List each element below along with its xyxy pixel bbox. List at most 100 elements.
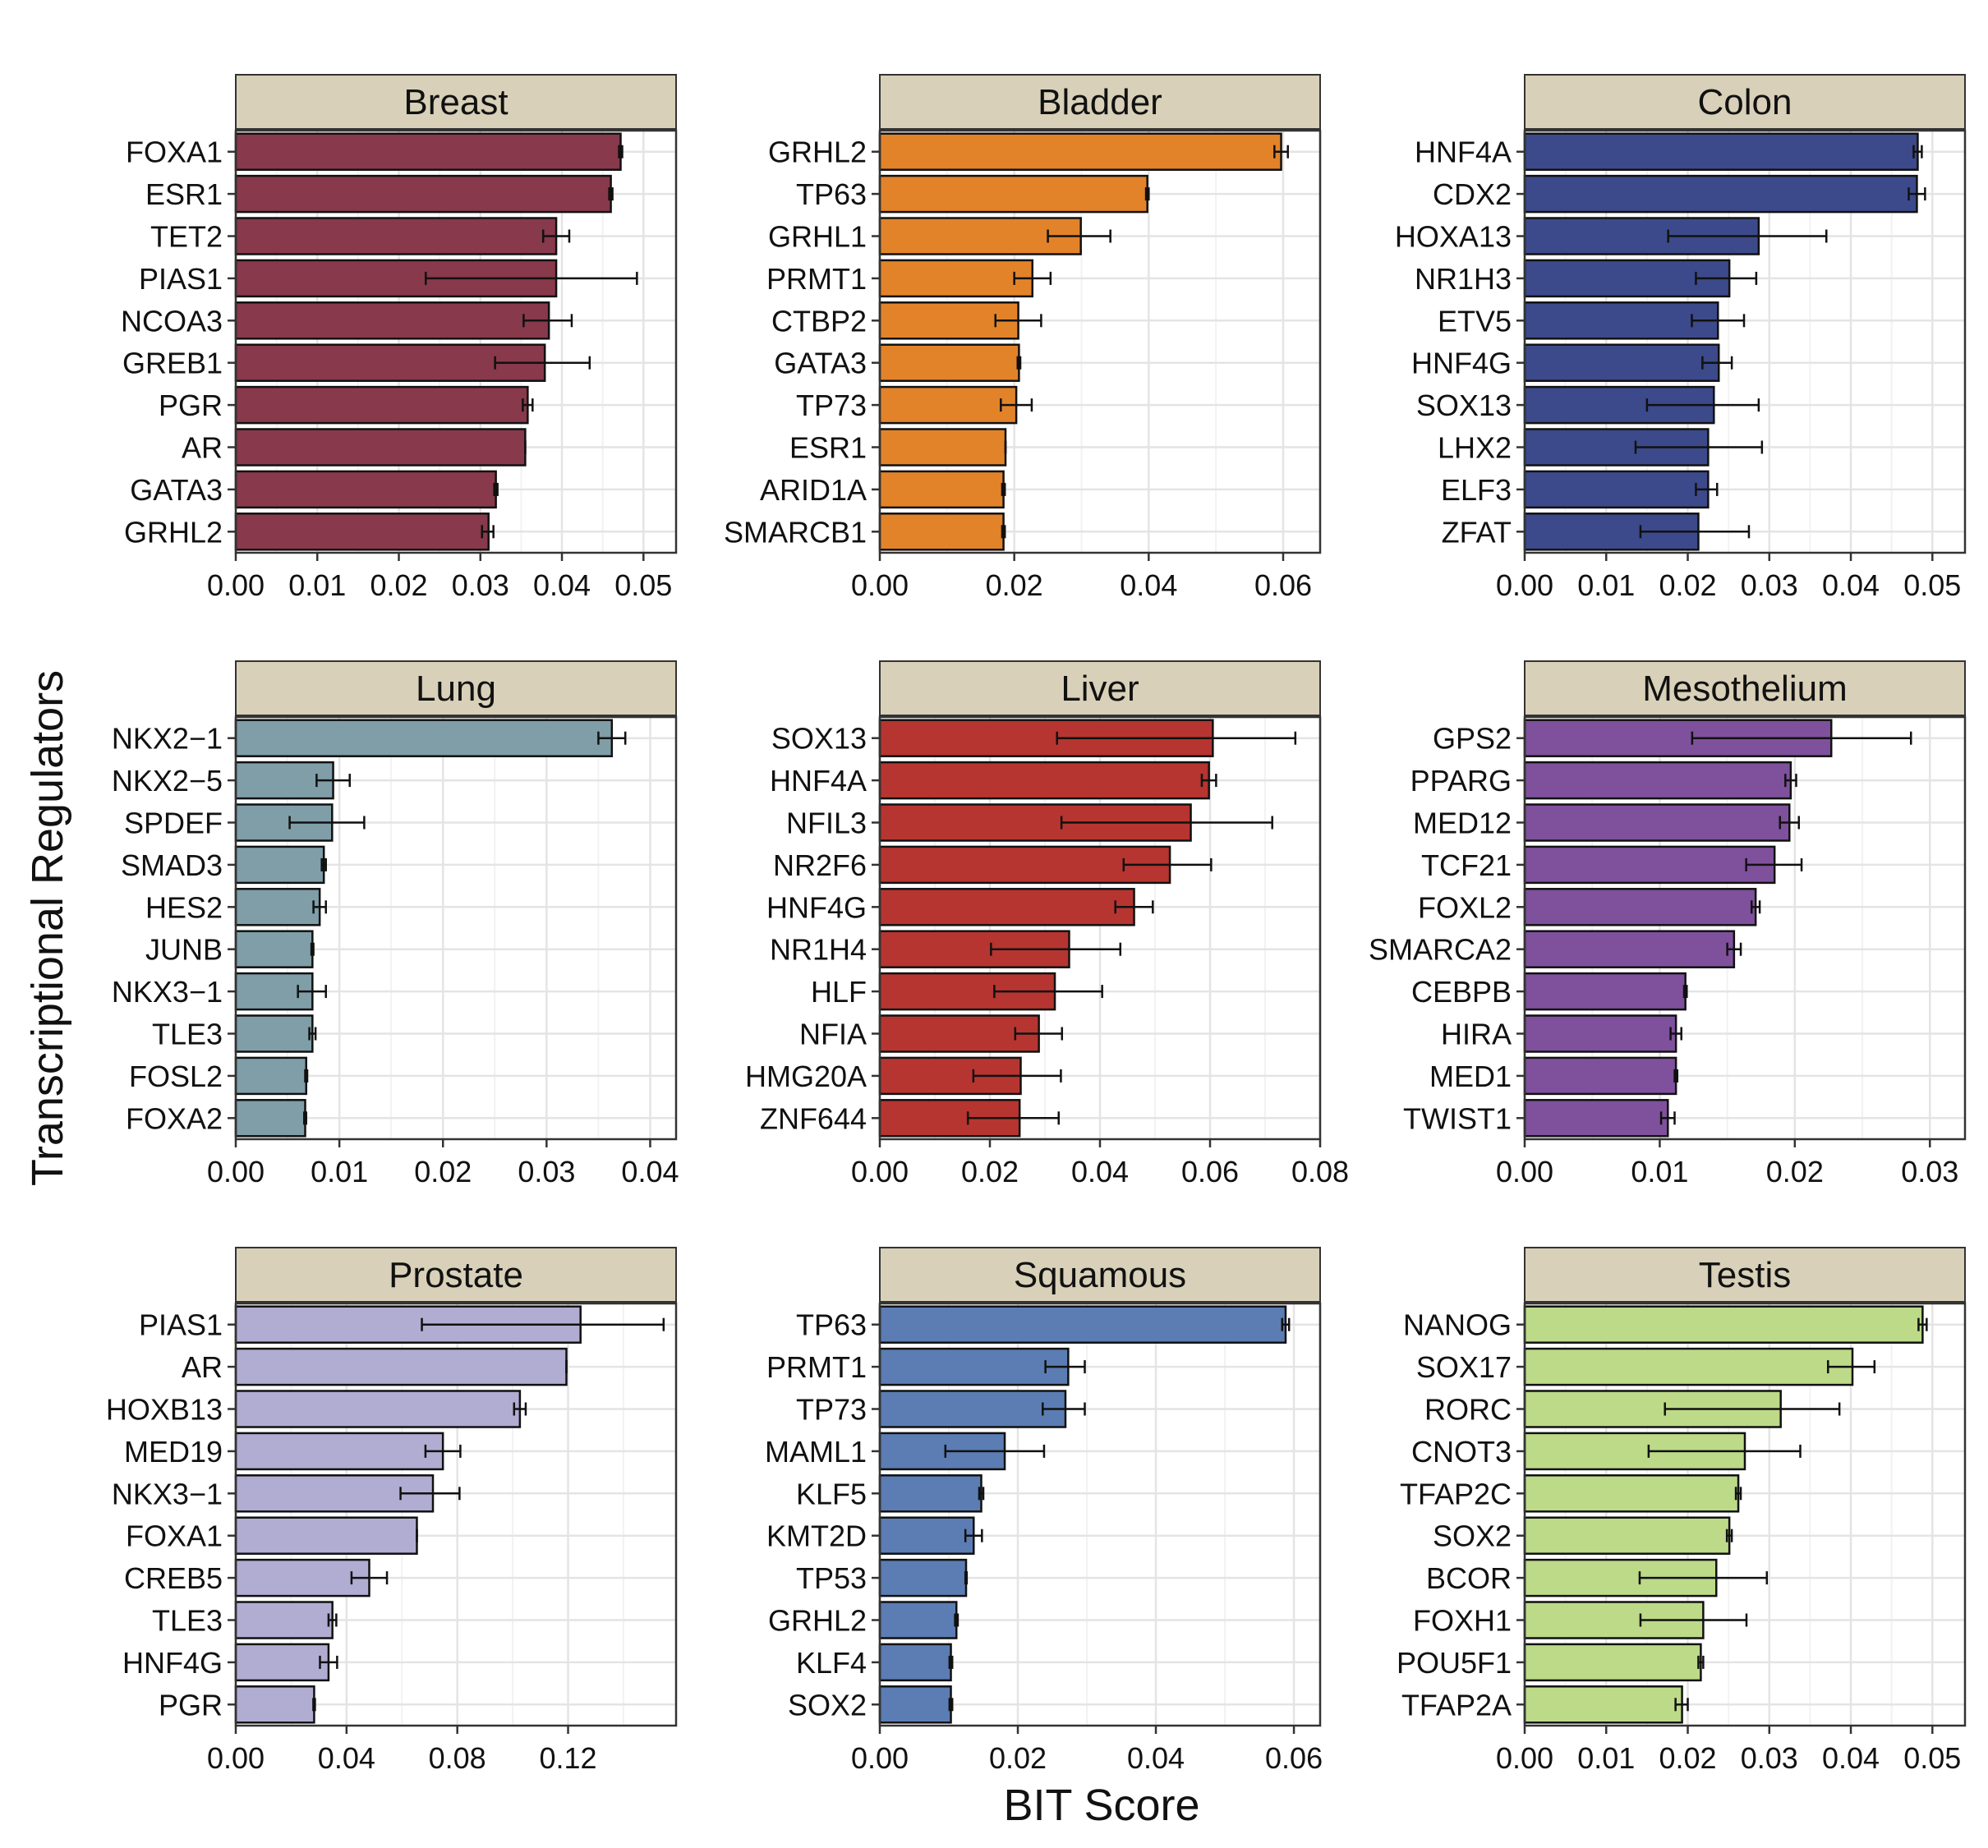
category-label: TFAP2C	[1400, 1477, 1512, 1510]
bar-10	[234, 1099, 306, 1138]
x-tick-label: 0.05	[1903, 1741, 1961, 1775]
error-bar	[1122, 857, 1213, 871]
error-bar	[966, 1111, 1060, 1125]
bar-1	[878, 132, 1282, 171]
x-tick-label: 0.12	[539, 1741, 596, 1775]
category-label: MED12	[1413, 807, 1512, 840]
bar-9	[878, 470, 1005, 509]
x-tick-label: 0.04	[1822, 568, 1880, 602]
error-bar	[1281, 1317, 1291, 1331]
error-bar	[541, 229, 571, 243]
error-bar	[308, 1027, 317, 1041]
bar-10	[234, 1685, 315, 1724]
bar-1	[234, 132, 622, 171]
category-label: BCOR	[1426, 1561, 1512, 1595]
facet-strip	[235, 1247, 677, 1303]
facet-strip-title: Colon	[1698, 82, 1792, 122]
category-label: PRMT1	[766, 262, 867, 296]
bar-2	[1523, 174, 1918, 214]
bar-1	[1523, 132, 1919, 171]
error-bar	[1784, 774, 1797, 788]
x-tick-label: 0.01	[311, 1155, 368, 1188]
error-bar	[1001, 482, 1006, 496]
error-bar	[1634, 440, 1764, 454]
facet-strip	[1524, 1247, 1966, 1303]
error-bar	[319, 1655, 338, 1669]
bar-4	[878, 259, 1034, 298]
category-label: ARID1A	[760, 473, 867, 507]
facet-strip	[235, 74, 677, 130]
category-label: TLE3	[152, 1604, 223, 1638]
facet-panel: Mesothelium GPS2 PPARG MED12 TCF21 FOXL2 SMARC…	[1369, 660, 1967, 1188]
bar-6	[1523, 930, 1736, 968]
error-bar	[1044, 1360, 1086, 1374]
x-tick-label: 0.00	[207, 1155, 265, 1188]
x-tick-label: 0.00	[207, 1741, 265, 1775]
error-bar	[304, 1069, 309, 1083]
error-bar	[964, 1571, 969, 1585]
bar-8	[878, 1601, 958, 1639]
facet-panel: Prostate PIAS1 AR HOXB13 MED19 NKX3−1 FOXA1 CRE…	[106, 1247, 678, 1775]
error-bar	[1779, 816, 1801, 830]
error-bar	[297, 985, 327, 999]
category-label: FOXA2	[126, 1101, 223, 1135]
error-bar	[425, 271, 638, 285]
bar-1	[1523, 1305, 1924, 1344]
category-label: KLF4	[796, 1646, 867, 1680]
x-tick-label: 0.02	[1659, 568, 1716, 602]
error-bar	[513, 1402, 527, 1416]
bar-4	[234, 845, 325, 885]
facet-panel: Colon HNF4A CDX2 HOXA13 NR1H3 ETV5 HNF4G SOX13 L…	[1395, 74, 1967, 602]
bar-2	[878, 761, 1210, 800]
bar-8	[234, 1601, 334, 1639]
bar-9	[878, 1643, 952, 1682]
category-label: NKX3−1	[112, 1477, 223, 1510]
error-bar	[522, 314, 573, 328]
x-tick-label: 0.03	[452, 568, 509, 602]
x-tick-label: 0.00	[1496, 1741, 1553, 1775]
error-bar	[350, 1571, 389, 1585]
category-label: POU5F1	[1397, 1646, 1512, 1680]
facet-panel: Lung NKX2−1 NKX2−5 SPDEF SMAD3 HES2 JUNB NKX3−1…	[112, 660, 679, 1188]
category-label: FOXA1	[126, 1519, 223, 1553]
x-tick-label: 0.02	[414, 1155, 472, 1188]
error-bar	[1667, 229, 1828, 243]
error-bar	[948, 1655, 954, 1669]
category-label: HIRA	[1441, 1018, 1512, 1051]
category-label: ESR1	[145, 177, 223, 211]
bar-4	[878, 845, 1171, 885]
x-tick-label: 0.08	[1291, 1155, 1349, 1188]
x-tick-label: 0.01	[1631, 1155, 1688, 1188]
bar-10	[234, 513, 490, 551]
bar-8	[234, 428, 527, 467]
x-tick-label: 0.03	[1901, 1155, 1958, 1188]
category-label: MED1	[1429, 1060, 1512, 1093]
x-tick-label: 0.02	[986, 568, 1043, 602]
error-bar	[302, 1111, 308, 1125]
error-bar	[1745, 857, 1803, 871]
error-bar	[1114, 900, 1154, 914]
error-bar	[618, 145, 624, 159]
x-tick-label: 0.01	[1577, 1741, 1635, 1775]
category-label: GRHL2	[124, 515, 223, 549]
plot-border	[878, 715, 1322, 1141]
bar-6	[1523, 343, 1720, 382]
facet-strip-title: Liver	[1061, 669, 1139, 709]
bar-6	[234, 1516, 418, 1555]
error-bar	[944, 1444, 1046, 1458]
error-bar	[312, 900, 327, 914]
x-tick-label: 0.02	[989, 1741, 1047, 1775]
x-tick-label: 0.02	[1766, 1155, 1824, 1188]
category-label: GATA3	[130, 473, 223, 507]
bar-7	[878, 385, 1018, 425]
category-label: CDX2	[1433, 177, 1512, 211]
bar-10	[878, 513, 1005, 551]
category-label: TWIST1	[1403, 1101, 1512, 1135]
error-bar	[954, 1613, 959, 1627]
bar-7	[1523, 972, 1687, 1011]
category-label: SOX2	[788, 1688, 867, 1722]
category-label: CNOT3	[1411, 1435, 1512, 1469]
category-label: HNF4G	[122, 1646, 223, 1680]
category-label: TP53	[796, 1561, 867, 1595]
error-bar	[1912, 145, 1923, 159]
